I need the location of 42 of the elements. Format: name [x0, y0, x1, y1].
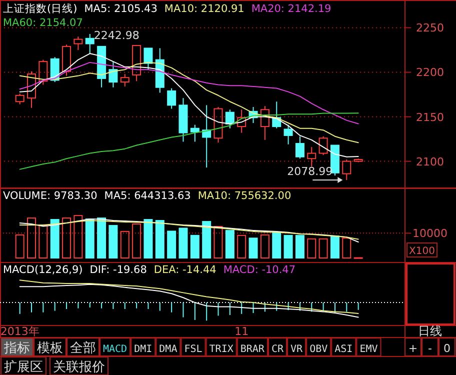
x-tick-label: 2013年	[0, 325, 40, 338]
series-label: DEA: -14.44	[154, 264, 217, 276]
y-tick-label: 2100	[416, 155, 444, 168]
text: MA10: 755632.00	[198, 190, 292, 202]
y-tick-label: 2150	[416, 110, 444, 124]
x-tick-label: 11	[234, 325, 249, 338]
text: ASI	[334, 344, 353, 355]
text: CR	[271, 344, 284, 355]
annotation: 2078.99	[287, 164, 333, 178]
annotation: 2242.98	[94, 28, 140, 42]
text: DMA	[159, 344, 178, 355]
text: MA20: 2142.19	[251, 3, 332, 15]
y-tick-label: 2250	[416, 22, 444, 35]
text: +	[408, 342, 418, 355]
text: 日线	[418, 324, 442, 338]
y-tick-label: 10000	[412, 227, 448, 240]
text: TRIX	[209, 344, 234, 355]
text: 全部	[70, 341, 96, 356]
text: FSL	[184, 344, 202, 355]
text: 0	[444, 342, 450, 355]
text: MA60: 2154.07	[3, 17, 83, 29]
text: VR	[290, 344, 304, 355]
y-axis-title: X100	[409, 246, 435, 257]
text: -	[428, 342, 432, 355]
text: 关联报价	[53, 360, 105, 375]
chart-title: 上证指数(日线)	[3, 2, 78, 15]
series-label: MA5: 644313.63	[104, 190, 191, 202]
text: MACD	[103, 344, 128, 355]
text: 指标	[3, 341, 30, 356]
text: BRAR	[240, 344, 266, 355]
text: MA10: 2120.91	[164, 3, 244, 15]
text: MA5: 2105.43	[84, 3, 158, 15]
series-label: DIF: -19.68	[90, 264, 147, 276]
text: EMV	[360, 344, 378, 355]
text: MACD: -10.47	[223, 264, 296, 276]
text: OBV	[310, 344, 328, 355]
y-tick-label: 2200	[416, 66, 444, 80]
chart-title: MACD(12,26,9)	[3, 264, 83, 276]
text: 模板	[37, 341, 63, 356]
chart-title: VOLUME: 9783.30	[3, 190, 98, 202]
text: DMI	[134, 344, 152, 355]
text: 扩展区	[4, 360, 43, 375]
